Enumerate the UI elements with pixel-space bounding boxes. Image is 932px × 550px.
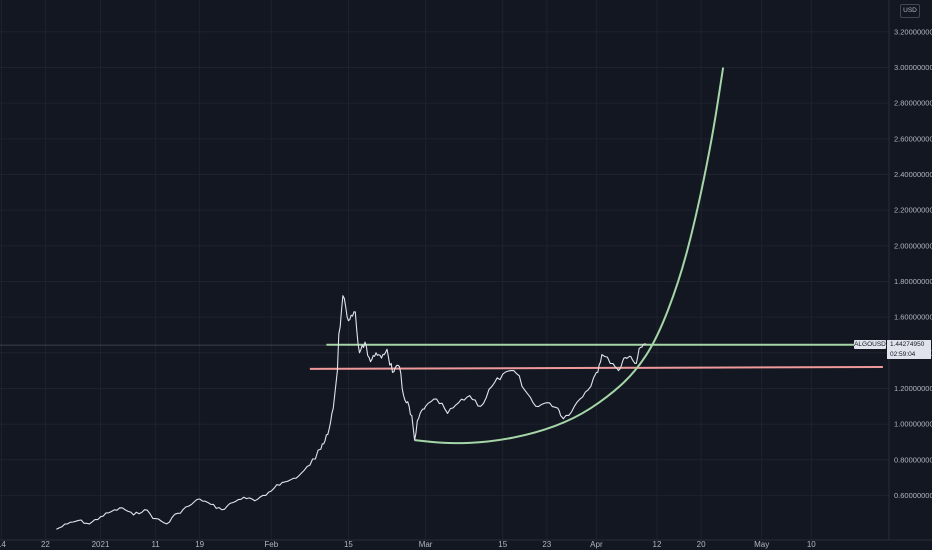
price-tick-label: 2.60000000 <box>894 134 932 143</box>
parabolic-curve <box>414 67 725 445</box>
price-tick-label: 2.80000000 <box>894 99 932 108</box>
price-line <box>56 295 646 530</box>
time-tick-label: Feb <box>264 540 278 549</box>
horizontal-gridlines <box>0 31 889 496</box>
price-tick-label: 0.60000000 <box>894 491 932 500</box>
price-series <box>56 295 646 530</box>
time-tick-label: 20 <box>697 540 706 549</box>
price-tick-label: 2.20000000 <box>894 206 932 215</box>
bar-countdown: 02:59:04 <box>890 350 916 358</box>
time-tick-label: 23 <box>542 540 551 549</box>
price-tick-label: 1.00000000 <box>894 420 932 429</box>
time-tick-label: 10 <box>807 540 816 549</box>
drawing-annotations[interactable] <box>309 67 883 445</box>
price-tick-label: 3.00000000 <box>894 63 932 72</box>
time-tick-label: 15 <box>498 540 507 549</box>
time-tick-label: May <box>754 540 769 549</box>
last-price-label: 1.44274950 02:59:04 <box>887 340 931 359</box>
time-tick-label: 15 <box>344 540 353 549</box>
time-tick-label: Mar <box>419 540 433 549</box>
price-tick-label: 1.20000000 <box>894 384 932 393</box>
time-tick-label: Apr <box>590 540 603 549</box>
time-tick-label: 14 <box>0 540 6 549</box>
time-tick-label: 2021 <box>92 540 110 549</box>
price-tick-label: 2.00000000 <box>894 241 932 250</box>
currency-button[interactable]: USD <box>900 4 920 18</box>
time-tick-label: 12 <box>653 540 662 549</box>
time-axis[interactable]: 14 22 2021 11 19 Feb 15 Mar 15 23 Apr 12 20 May 10 <box>0 539 932 549</box>
price-tick-label: 3.20000000 <box>894 27 932 36</box>
time-tick-label: 22 <box>41 540 50 549</box>
vertical-gridlines <box>0 0 812 540</box>
price-tick-label: 1.60000000 <box>894 313 932 322</box>
price-tick-label: 0.80000000 <box>894 455 932 464</box>
support-line <box>309 366 883 370</box>
price-tick-label: 2.40000000 <box>894 170 932 179</box>
time-tick-label: 19 <box>195 540 204 549</box>
last-price-value: 1.44274950 <box>890 341 925 348</box>
price-axis[interactable]: 3.20000000 3.00000000 2.80000000 2.60000000… <box>894 27 932 500</box>
symbol-label: ALGOUSD <box>854 340 886 349</box>
time-tick-label: 11 <box>151 540 160 549</box>
price-tick-label: 1.80000000 <box>894 277 932 286</box>
